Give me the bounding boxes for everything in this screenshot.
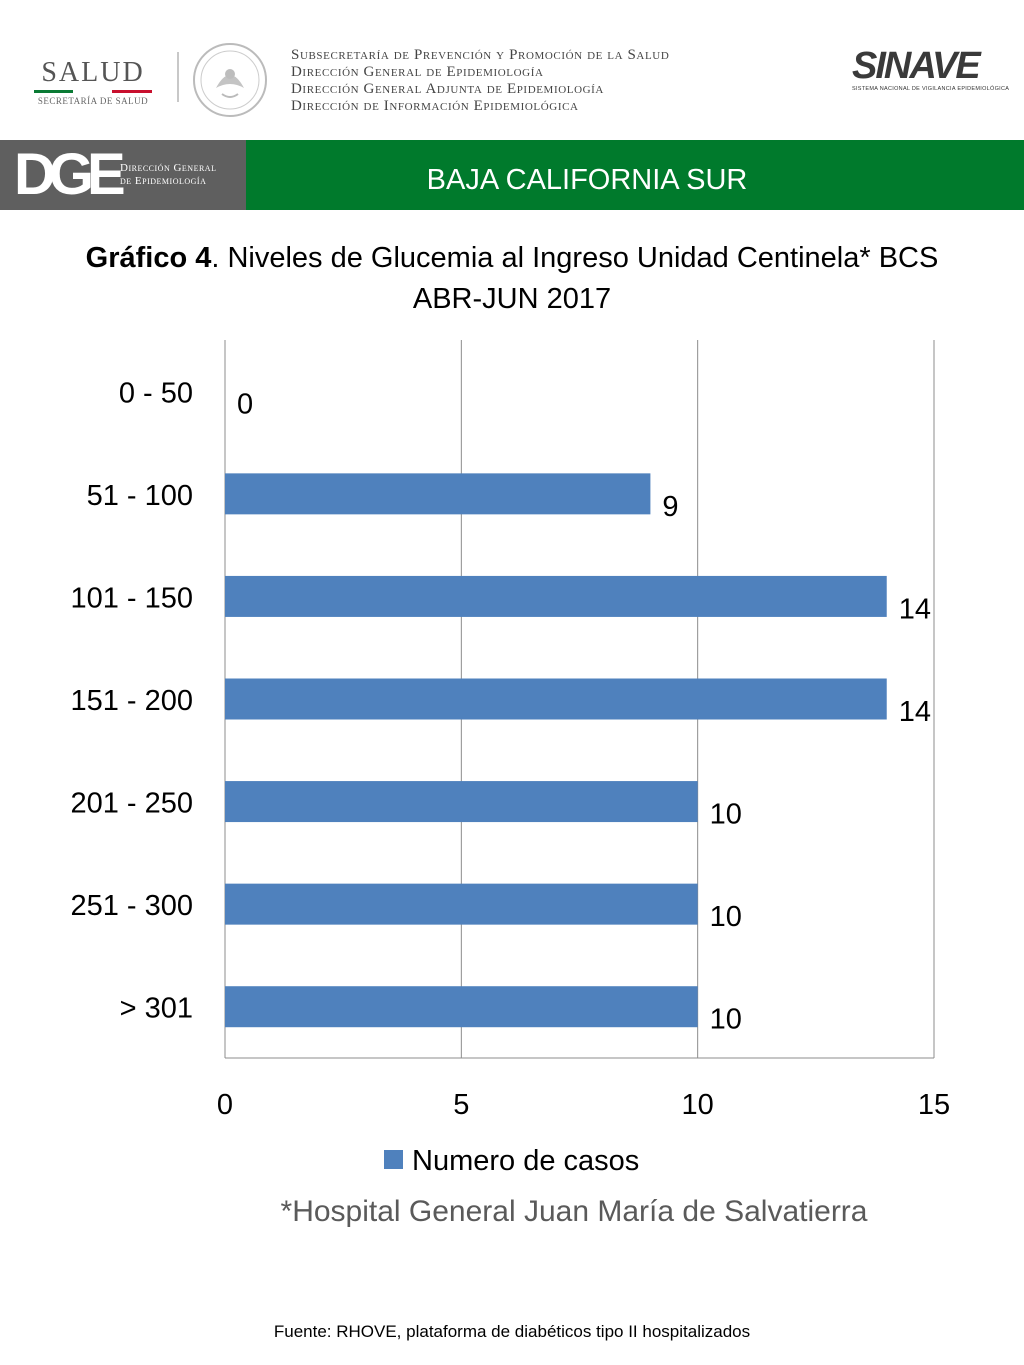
y-tick-label: 251 - 300	[70, 890, 193, 922]
chart-title-rest: . Niveles de Glucemia al Ingreso Unidad …	[211, 242, 939, 274]
salud-logo-word: SALUD	[41, 57, 145, 88]
y-tick-label: 0 - 50	[119, 377, 193, 409]
y-tick-label: > 301	[120, 993, 193, 1025]
mexico-seal-icon	[192, 42, 268, 123]
bar-chart: 0 - 50 0 51 - 100 9 101 - 150 14 151 - 200 14 20…	[70, 340, 950, 1177]
data-label: 10	[710, 1004, 742, 1036]
y-tick-label: 51 - 100	[87, 480, 193, 512]
sinave-logo-word: SINAVE	[852, 45, 981, 87]
chart-title-line2: ABR-JUN 2017	[412, 283, 612, 315]
bar	[225, 678, 887, 720]
bar	[225, 883, 698, 925]
data-label: 14	[899, 593, 931, 625]
bar	[225, 781, 698, 823]
dge-text-line: de Epidemiología	[120, 175, 207, 187]
x-tick-label: 5	[453, 1089, 469, 1121]
department-block: Subsecretaría de Prevención y Promoción …	[291, 47, 669, 115]
dge-logo-letters: DGE	[14, 142, 126, 207]
chart-title-line1: Gráfico 4. Niveles de Glucemia al Ingres…	[40, 238, 984, 279]
sinave-logo-subtitle: SISTEMA NACIONAL DE VIGILANCIA EPIDEMIOL…	[852, 86, 1010, 92]
y-tick-label: 101 - 150	[70, 582, 193, 614]
salud-logo: SALUD SECRETARÍA DE SALUD	[28, 58, 158, 106]
salud-logo-stripe	[34, 90, 152, 93]
data-label: 14	[899, 696, 931, 728]
salud-logo-subtitle: SECRETARÍA DE SALUD	[37, 96, 149, 106]
bar	[225, 986, 698, 1028]
logo-divider	[177, 52, 179, 102]
dept-line: Dirección General Adjunta de Epidemiolog…	[291, 81, 604, 97]
chart-title: Gráfico 4. Niveles de Glucemia al Ingres…	[40, 238, 984, 320]
data-label: 0	[237, 388, 253, 420]
x-tick-label: 10	[682, 1089, 714, 1121]
chart-title-bold: Gráfico 4	[85, 242, 212, 274]
data-label: 10	[710, 799, 742, 831]
dge-logo-text: Dirección General de Epidemiología	[120, 162, 216, 188]
legend-label: Numero de casos	[412, 1145, 639, 1177]
dge-logo-box	[0, 140, 246, 210]
legend-swatch	[384, 1150, 403, 1169]
dept-line: Dirección General de Epidemiología	[291, 64, 544, 80]
dept-line: Dirección de Información Epidemiológica	[291, 98, 579, 114]
page-header: SALUD SECRETARÍA DE SALUD Subsecretaría …	[0, 0, 1024, 140]
y-tick-label: 151 - 200	[70, 685, 193, 717]
x-tick-label: 15	[918, 1089, 950, 1121]
source-note: Fuente: RHOVE, plataforma de diabéticos …	[273, 1322, 751, 1341]
data-label: 9	[662, 491, 678, 523]
dept-line: Subsecretaría de Prevención y Promoción …	[291, 47, 670, 63]
bar	[225, 473, 651, 515]
bar	[225, 575, 887, 617]
y-tick-label: 201 - 250	[70, 788, 193, 820]
x-tick-label: 0	[217, 1089, 233, 1121]
data-label: 10	[710, 901, 742, 933]
region-title: BAJA CALIFORNIA SUR	[426, 164, 748, 196]
sinave-logo: SINAVE SISTEMA NACIONAL DE VIGILANCIA EP…	[852, 45, 1010, 92]
dge-text-line: Dirección General	[120, 162, 217, 174]
chart-footnote: *Hospital General Juan María de Salvatie…	[280, 1195, 868, 1228]
